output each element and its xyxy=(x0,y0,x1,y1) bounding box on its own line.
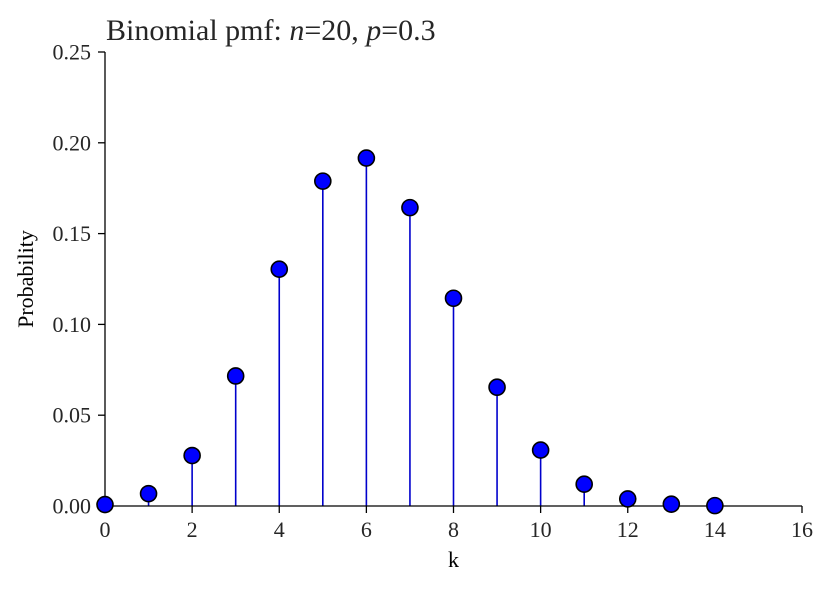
x-tick-label: 8 xyxy=(448,517,459,542)
x-tick-label: 14 xyxy=(704,517,726,542)
data-point xyxy=(401,198,419,217)
x-axis-ticks: 0 2 4 6 8 10 12 14 16 xyxy=(100,506,813,542)
y-tick-label: 0.25 xyxy=(53,40,92,65)
data-point xyxy=(488,378,506,397)
data-point xyxy=(270,260,289,278)
y-tick-label: 0.15 xyxy=(53,221,92,246)
data-point xyxy=(226,367,245,385)
data-point xyxy=(706,496,724,515)
y-tick-label: 0.10 xyxy=(53,312,92,337)
data-point xyxy=(183,446,201,465)
data-point xyxy=(357,149,376,167)
data-markers xyxy=(96,149,724,515)
data-point xyxy=(139,484,158,503)
x-tick-label: 2 xyxy=(187,517,198,542)
data-point xyxy=(662,495,681,513)
y-axis-label: Probability xyxy=(13,230,38,328)
chart-title-n-symbol: n xyxy=(289,14,304,47)
x-axis-label: k xyxy=(448,547,459,572)
y-tick-label: 0.05 xyxy=(53,403,92,428)
y-axis-ticks: 0.00 0.05 0.10 0.15 0.20 0.25 xyxy=(53,40,105,519)
data-point xyxy=(618,490,637,508)
x-tick-label: 0 xyxy=(100,517,111,542)
chart-title-p-symbol: p xyxy=(364,14,381,47)
data-point xyxy=(531,441,550,459)
x-tick-label: 12 xyxy=(617,517,639,542)
data-point xyxy=(575,475,593,494)
x-tick-label: 10 xyxy=(530,517,552,542)
x-tick-label: 16 xyxy=(791,517,813,542)
data-point xyxy=(444,289,463,308)
y-tick-label: 0.00 xyxy=(53,494,92,519)
chart-title-n-value: =20, xyxy=(304,14,366,47)
data-point xyxy=(96,495,114,514)
chart-title: Binomial pmf: n=20, p=0.3 xyxy=(106,14,436,47)
chart-title-prefix: Binomial pmf: xyxy=(106,14,289,47)
chart-title-p-value: =0.3 xyxy=(381,14,435,47)
data-point xyxy=(314,172,332,190)
x-tick-label: 4 xyxy=(274,517,285,542)
x-tick-label: 6 xyxy=(361,517,372,542)
y-tick-label: 0.20 xyxy=(53,130,92,155)
